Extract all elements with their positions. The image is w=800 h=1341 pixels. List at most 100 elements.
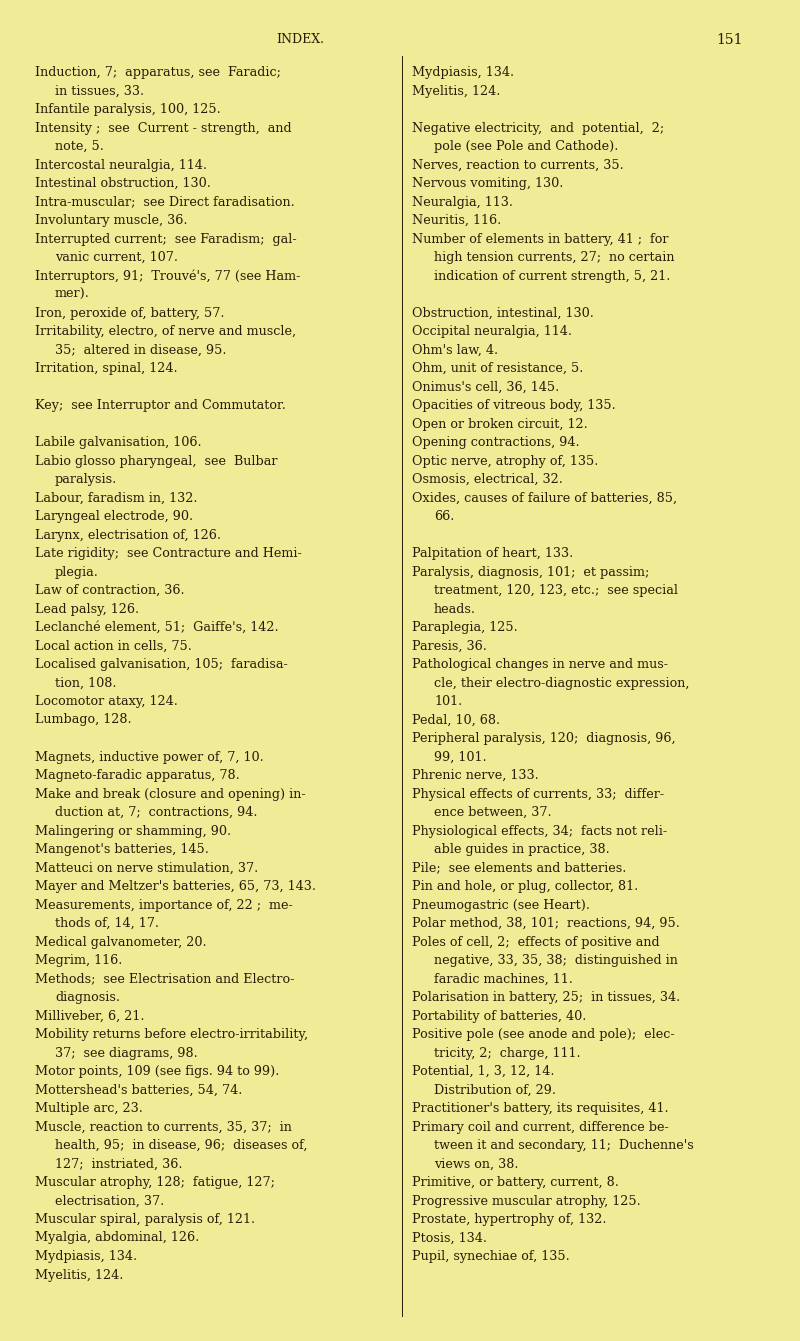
Text: ence between, 37.: ence between, 37. [434, 806, 552, 819]
Text: Physiological effects, 34;  facts not reli-: Physiological effects, 34; facts not rel… [412, 825, 667, 838]
Text: Intestinal obstruction, 130.: Intestinal obstruction, 130. [35, 177, 211, 190]
Text: electrisation, 37.: electrisation, 37. [55, 1195, 164, 1207]
Text: indication of current strength, 5, 21.: indication of current strength, 5, 21. [434, 270, 670, 283]
Text: Progressive muscular atrophy, 125.: Progressive muscular atrophy, 125. [412, 1195, 641, 1207]
Text: Neuritis, 116.: Neuritis, 116. [412, 215, 502, 227]
Text: Medical galvanometer, 20.: Medical galvanometer, 20. [35, 936, 206, 948]
Text: Distribution of, 29.: Distribution of, 29. [434, 1084, 556, 1097]
Text: Magnets, inductive power of, 7, 10.: Magnets, inductive power of, 7, 10. [35, 751, 264, 763]
Text: Nerves, reaction to currents, 35.: Nerves, reaction to currents, 35. [412, 158, 624, 172]
Text: Myelitis, 124.: Myelitis, 124. [412, 84, 500, 98]
Text: Muscular spiral, paralysis of, 121.: Muscular spiral, paralysis of, 121. [35, 1214, 255, 1226]
Text: Make and break (closure and opening) in-: Make and break (closure and opening) in- [35, 787, 306, 801]
Text: Occipital neuralgia, 114.: Occipital neuralgia, 114. [412, 325, 572, 338]
Text: negative, 33, 35, 38;  distinguished in: negative, 33, 35, 38; distinguished in [434, 953, 678, 967]
Text: Poles of cell, 2;  effects of positive and: Poles of cell, 2; effects of positive an… [412, 936, 660, 948]
Text: Mydpiasis, 134.: Mydpiasis, 134. [412, 66, 514, 79]
Text: Matteuci on nerve stimulation, 37.: Matteuci on nerve stimulation, 37. [35, 861, 258, 874]
Text: Muscular atrophy, 128;  fatigue, 127;: Muscular atrophy, 128; fatigue, 127; [35, 1176, 275, 1189]
Text: Palpitation of heart, 133.: Palpitation of heart, 133. [412, 547, 574, 561]
Text: Nervous vomiting, 130.: Nervous vomiting, 130. [412, 177, 563, 190]
Text: paralysis.: paralysis. [55, 473, 118, 485]
Text: Potential, 1, 3, 12, 14.: Potential, 1, 3, 12, 14. [412, 1065, 554, 1078]
Text: Measurements, importance of, 22 ;  me-: Measurements, importance of, 22 ; me- [35, 898, 293, 912]
Text: Larynx, electrisation of, 126.: Larynx, electrisation of, 126. [35, 528, 221, 542]
Text: Onimus's cell, 36, 145.: Onimus's cell, 36, 145. [412, 381, 559, 393]
Text: in tissues, 33.: in tissues, 33. [55, 84, 144, 98]
Text: Laryngeal electrode, 90.: Laryngeal electrode, 90. [35, 510, 193, 523]
Text: Ohm, unit of resistance, 5.: Ohm, unit of resistance, 5. [412, 362, 583, 375]
Text: Mottershead's batteries, 54, 74.: Mottershead's batteries, 54, 74. [35, 1084, 242, 1097]
Text: thods of, 14, 17.: thods of, 14, 17. [55, 917, 159, 931]
Text: Magneto-faradic apparatus, 78.: Magneto-faradic apparatus, 78. [35, 768, 240, 782]
Text: Infantile paralysis, 100, 125.: Infantile paralysis, 100, 125. [35, 103, 221, 117]
Text: Paraplegia, 125.: Paraplegia, 125. [412, 621, 518, 634]
Text: Ohm's law, 4.: Ohm's law, 4. [412, 343, 498, 357]
Text: Labour, faradism in, 132.: Labour, faradism in, 132. [35, 492, 198, 504]
Text: Optic nerve, atrophy of, 135.: Optic nerve, atrophy of, 135. [412, 455, 598, 468]
Text: Myelitis, 124.: Myelitis, 124. [35, 1269, 123, 1282]
Text: 35;  altered in disease, 95.: 35; altered in disease, 95. [55, 343, 226, 357]
Text: faradic machines, 11.: faradic machines, 11. [434, 972, 573, 986]
Text: Pneumogastric (see Heart).: Pneumogastric (see Heart). [412, 898, 590, 912]
Text: Neuralgia, 113.: Neuralgia, 113. [412, 196, 513, 208]
Text: diagnosis.: diagnosis. [55, 991, 120, 1004]
Text: Labio glosso pharyngeal,  see  Bulbar: Labio glosso pharyngeal, see Bulbar [35, 455, 278, 468]
Text: Late rigidity;  see Contracture and Hemi-: Late rigidity; see Contracture and Hemi- [35, 547, 302, 561]
Text: Irritation, spinal, 124.: Irritation, spinal, 124. [35, 362, 178, 375]
Text: Intercostal neuralgia, 114.: Intercostal neuralgia, 114. [35, 158, 207, 172]
Text: tricity, 2;  charge, 111.: tricity, 2; charge, 111. [434, 1046, 581, 1059]
Text: Paralysis, diagnosis, 101;  et passim;: Paralysis, diagnosis, 101; et passim; [412, 566, 650, 578]
Text: 66.: 66. [434, 510, 454, 523]
Text: Open or broken circuit, 12.: Open or broken circuit, 12. [412, 417, 588, 430]
Text: Interruptors, 91;  Trouvé's, 77 (see Ham-: Interruptors, 91; Trouvé's, 77 (see Ham- [35, 270, 300, 283]
Text: Pathological changes in nerve and mus-: Pathological changes in nerve and mus- [412, 658, 668, 670]
Text: Ptosis, 134.: Ptosis, 134. [412, 1231, 487, 1244]
Text: Intensity ;  see  Current - strength,  and: Intensity ; see Current - strength, and [35, 122, 292, 134]
Text: Polar method, 38, 101;  reactions, 94, 95.: Polar method, 38, 101; reactions, 94, 95… [412, 917, 680, 931]
Text: note, 5.: note, 5. [55, 139, 104, 153]
Text: Opacities of vitreous body, 135.: Opacities of vitreous body, 135. [412, 400, 616, 412]
Text: Physical effects of currents, 33;  differ-: Physical effects of currents, 33; differ… [412, 787, 664, 801]
Text: tion, 108.: tion, 108. [55, 676, 117, 689]
Text: Portability of batteries, 40.: Portability of batteries, 40. [412, 1010, 586, 1022]
Text: 101.: 101. [434, 695, 462, 708]
Text: Mangenot's batteries, 145.: Mangenot's batteries, 145. [35, 843, 209, 856]
Text: Malingering or shamming, 90.: Malingering or shamming, 90. [35, 825, 231, 838]
Text: Obstruction, intestinal, 130.: Obstruction, intestinal, 130. [412, 307, 594, 319]
Text: 37;  see diagrams, 98.: 37; see diagrams, 98. [55, 1046, 198, 1059]
Text: able guides in practice, 38.: able guides in practice, 38. [434, 843, 610, 856]
Text: Practitioner's battery, its requisites, 41.: Practitioner's battery, its requisites, … [412, 1102, 669, 1114]
Text: cle, their electro-diagnostic expression,: cle, their electro-diagnostic expression… [434, 676, 690, 689]
Text: Primary coil and current, difference be-: Primary coil and current, difference be- [412, 1121, 669, 1133]
Text: Involuntary muscle, 36.: Involuntary muscle, 36. [35, 215, 187, 227]
Text: 151: 151 [717, 34, 743, 47]
Text: Methods;  see Electrisation and Electro-: Methods; see Electrisation and Electro- [35, 972, 294, 986]
Text: Milliveber, 6, 21.: Milliveber, 6, 21. [35, 1010, 145, 1022]
Text: Irritability, electro, of nerve and muscle,: Irritability, electro, of nerve and musc… [35, 325, 296, 338]
Text: Mydpiasis, 134.: Mydpiasis, 134. [35, 1250, 137, 1263]
Text: Law of contraction, 36.: Law of contraction, 36. [35, 583, 185, 597]
Text: heads.: heads. [434, 602, 476, 616]
Text: Motor points, 109 (see figs. 94 to 99).: Motor points, 109 (see figs. 94 to 99). [35, 1065, 279, 1078]
Text: Positive pole (see anode and pole);  elec-: Positive pole (see anode and pole); elec… [412, 1029, 674, 1041]
Text: views on, 38.: views on, 38. [434, 1157, 518, 1171]
Text: Interrupted current;  see Faradism;  gal-: Interrupted current; see Faradism; gal- [35, 232, 297, 245]
Text: Phrenic nerve, 133.: Phrenic nerve, 133. [412, 768, 538, 782]
Text: Key;  see Interruptor and Commutator.: Key; see Interruptor and Commutator. [35, 400, 286, 412]
Text: Pin and hole, or plug, collector, 81.: Pin and hole, or plug, collector, 81. [412, 880, 638, 893]
Text: Intra-muscular;  see Direct faradisation.: Intra-muscular; see Direct faradisation. [35, 196, 294, 208]
Text: Megrim, 116.: Megrim, 116. [35, 953, 122, 967]
Text: Mobility returns before electro-irritability,: Mobility returns before electro-irritabi… [35, 1029, 308, 1041]
Text: Paresis, 36.: Paresis, 36. [412, 640, 487, 653]
Text: Lumbago, 128.: Lumbago, 128. [35, 713, 132, 727]
Text: Myalgia, abdominal, 126.: Myalgia, abdominal, 126. [35, 1231, 199, 1244]
Text: Leclanché element, 51;  Gaiffe's, 142.: Leclanché element, 51; Gaiffe's, 142. [35, 621, 278, 634]
Text: Induction, 7;  apparatus, see  Faradic;: Induction, 7; apparatus, see Faradic; [35, 66, 281, 79]
Text: Polarisation in battery, 25;  in tissues, 34.: Polarisation in battery, 25; in tissues,… [412, 991, 680, 1004]
Text: Labile galvanisation, 106.: Labile galvanisation, 106. [35, 436, 202, 449]
Text: Negative electricity,  and  potential,  2;: Negative electricity, and potential, 2; [412, 122, 664, 134]
Text: duction at, 7;  contractions, 94.: duction at, 7; contractions, 94. [55, 806, 258, 819]
Text: high tension currents, 27;  no certain: high tension currents, 27; no certain [434, 251, 674, 264]
Text: INDEX.: INDEX. [276, 34, 324, 46]
